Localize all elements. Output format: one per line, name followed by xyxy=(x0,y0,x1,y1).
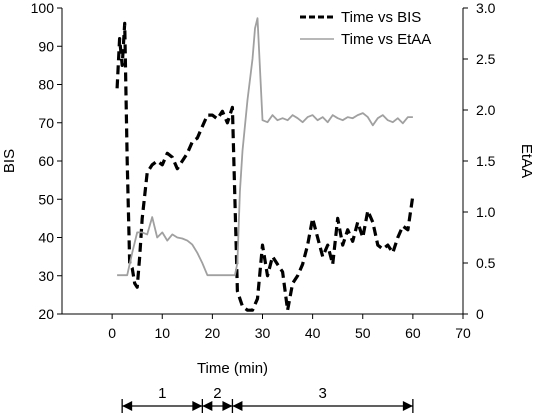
series-line-bis xyxy=(115,21,415,312)
y2-tick-label: 3.0 xyxy=(476,0,496,16)
phase-label-3: 3 xyxy=(318,385,326,402)
series-line-etaa xyxy=(117,17,413,277)
phase-arrow-left-3 xyxy=(232,401,243,411)
x-tick-label: 10 xyxy=(154,325,170,341)
y2-tick-label: 2.5 xyxy=(476,51,496,67)
x-tick-label: 40 xyxy=(305,325,321,341)
y2-tick-label: 0.5 xyxy=(476,255,496,271)
x-tick-label: 20 xyxy=(205,325,221,341)
y-axis-title: BIS xyxy=(1,149,18,173)
legend-label-bis: Time vs BIS xyxy=(341,9,421,26)
phase-arrow-right-2 xyxy=(222,401,233,411)
x-tick-label: 60 xyxy=(405,325,421,341)
y2-tick-label: 2.0 xyxy=(476,102,496,118)
y2-axis-title: EtAA xyxy=(518,144,535,178)
y-tick-label: 40 xyxy=(38,230,54,246)
series-layer xyxy=(115,17,415,312)
y-tick-label: 50 xyxy=(38,191,54,207)
y-tick-label: 60 xyxy=(38,153,54,169)
legend: Time vs BIS Time vs EtAA xyxy=(300,9,431,48)
y-tick-label: 70 xyxy=(38,115,54,131)
y-tick-label: 80 xyxy=(38,77,54,93)
phase-arrow-right-1 xyxy=(192,401,203,411)
x-tick-label: 70 xyxy=(455,325,471,341)
phase-arrow-right-3 xyxy=(402,401,413,411)
x-tick-label: 0 xyxy=(108,325,116,341)
x-tick-label: 30 xyxy=(255,325,271,341)
axes: 20 30 40 50 60 70 80 90 100 0 0.5 1.0 1.5 2.0 2.5 3.0 0 1… xyxy=(31,0,496,341)
phase-timeline: 1 2 3 xyxy=(121,385,414,413)
phase-label-1: 1 xyxy=(158,385,166,402)
y2-tick-label: 1.5 xyxy=(476,153,496,169)
y-tick-label: 30 xyxy=(38,268,54,284)
y-tick-label: 90 xyxy=(38,38,54,54)
y2-tick-label: 1.0 xyxy=(476,204,496,220)
legend-label-etaa: Time vs EtAA xyxy=(341,31,431,48)
x-tick-label: 50 xyxy=(355,325,371,341)
x-axis-title: Time (min) xyxy=(197,360,268,377)
y2-tick-label: 0 xyxy=(476,306,484,322)
y-tick-label: 20 xyxy=(38,306,54,322)
phase-arrow-left-2 xyxy=(202,401,213,411)
phase-arrow-left-1 xyxy=(122,401,133,411)
phase-label-2: 2 xyxy=(213,385,221,402)
y-tick-label: 100 xyxy=(31,0,55,16)
